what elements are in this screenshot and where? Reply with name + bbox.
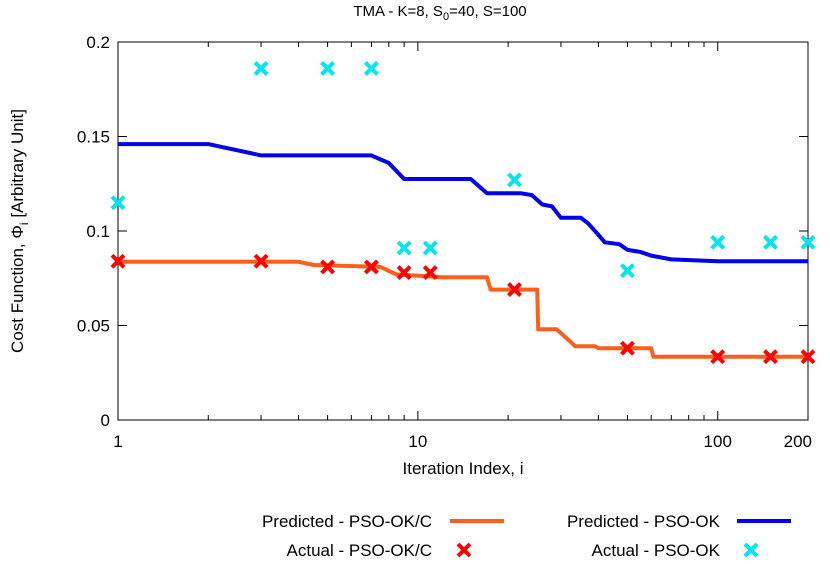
chart-title: TMA - K=8, S0=40, S=100 <box>353 3 526 23</box>
legend-label: Actual - PSO-OK <box>592 541 721 560</box>
chart-title-subscript: 0 <box>443 11 449 23</box>
y-axis-label-subscript: i <box>17 222 31 225</box>
y-axis: 0 0.05 0.1 0.15 0.2 <box>77 33 808 430</box>
legend-label: Predicted - PSO-OK <box>567 512 721 531</box>
y-tick-label: 0 <box>101 411 110 430</box>
legend-swatch <box>743 542 759 558</box>
y-axis-label: Cost Function, Φi [Arbitrary Unit] <box>8 109 31 353</box>
data-point-3 <box>620 263 635 279</box>
x-tick-label: 100 <box>704 432 732 451</box>
data-point-2 <box>320 259 336 275</box>
x-axis: 1 10 100 200 <box>113 42 812 451</box>
y-tick-label: 0.15 <box>77 128 110 147</box>
data-point-2 <box>620 340 635 356</box>
data-point-2 <box>507 282 522 298</box>
y-tick-label: 0.2 <box>86 33 110 52</box>
legend-swatch <box>456 542 472 558</box>
plot-area <box>117 41 809 421</box>
legend: Predicted - PSO-OK/C Predicted - PSO-OK Ac… <box>262 512 791 560</box>
data-point-3 <box>710 234 726 250</box>
data-point-2 <box>422 265 438 280</box>
x-tick-label: 200 <box>784 432 812 451</box>
data-point-2 <box>253 253 269 269</box>
data-point-3 <box>364 61 379 76</box>
y-tick-label: 0.1 <box>86 222 110 241</box>
y-axis-label-main: Cost Function, Φ <box>8 225 27 353</box>
x-tick-label: 1 <box>113 432 122 451</box>
series-layer <box>110 61 816 365</box>
data-point-2 <box>110 253 126 269</box>
y-axis-label-rest: [Arbitrary Unit] <box>8 109 27 222</box>
series-line-1 <box>118 142 808 264</box>
series-line-0 <box>118 259 808 359</box>
x-axis-label: Iteration Index, i <box>403 459 524 478</box>
data-point-2 <box>710 349 726 365</box>
data-point-2 <box>396 265 412 280</box>
data-point-3 <box>763 234 778 250</box>
data-point-2 <box>364 259 379 275</box>
data-point-3 <box>422 240 438 256</box>
data-point-3 <box>110 195 126 211</box>
legend-label: Actual - PSO-OK/C <box>287 541 432 560</box>
data-point-3 <box>800 234 816 250</box>
data-point-3 <box>253 61 269 76</box>
data-point-3 <box>396 240 412 256</box>
chart-title-rest: =40, S=100 <box>449 3 527 20</box>
y-tick-label: 0.05 <box>77 317 110 336</box>
chart-title-main: TMA - K=8, S <box>353 3 443 20</box>
data-point-3 <box>320 61 336 76</box>
data-point-2 <box>763 349 778 365</box>
data-point-2 <box>800 349 816 365</box>
x-tick-label: 10 <box>408 432 427 451</box>
legend-label: Predicted - PSO-OK/C <box>262 512 432 531</box>
data-point-3 <box>507 172 522 188</box>
